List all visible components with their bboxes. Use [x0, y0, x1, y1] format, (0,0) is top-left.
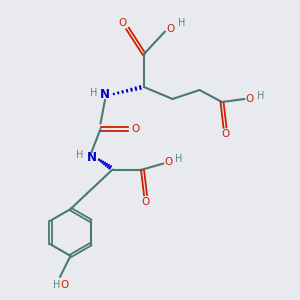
Text: O: O — [131, 124, 139, 134]
Text: O: O — [60, 280, 69, 290]
Text: H: H — [176, 154, 183, 164]
Text: N: N — [86, 151, 97, 164]
Text: N: N — [100, 88, 110, 101]
Text: O: O — [119, 17, 127, 28]
Text: H: H — [76, 150, 84, 160]
Text: O: O — [166, 23, 175, 34]
Text: H: H — [90, 88, 97, 98]
Text: O: O — [141, 196, 150, 207]
Text: H: H — [53, 280, 60, 290]
Text: H: H — [178, 17, 185, 28]
Text: O: O — [221, 129, 229, 139]
Text: O: O — [165, 157, 173, 167]
Text: H: H — [257, 91, 265, 101]
Text: O: O — [246, 94, 254, 104]
